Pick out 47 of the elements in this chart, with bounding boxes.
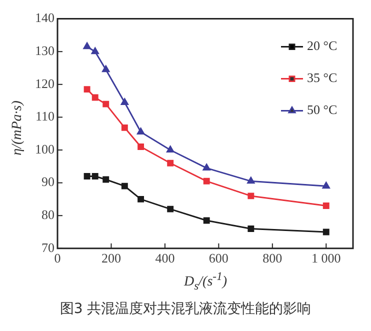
y-axis-title: η/(mPa·s) [10,100,26,158]
y-tick-label: 110 [35,108,54,124]
point [102,100,110,108]
point [120,98,128,105]
point [203,178,210,184]
y-tick-label: 130 [35,43,54,58]
point [138,196,144,202]
y-tick-label: 70 [42,240,54,255]
y-tick-label: 80 [42,207,54,222]
x-tick-label: 1 000 [312,250,341,266]
point [167,206,174,212]
point [102,65,110,72]
point [322,202,330,209]
point [248,225,254,232]
point [83,42,91,50]
point [121,124,128,131]
point [166,146,174,152]
point [84,86,90,93]
point [121,182,128,190]
x-tick-label: 400 [155,250,175,266]
point [167,160,174,166]
x-tick-label: 200 [101,250,121,266]
point [203,217,210,224]
point [102,176,110,183]
point [91,47,99,54]
x-tick-label: 600 [208,250,228,266]
point [322,182,330,189]
x-axis-title: D$_{s}$/(s$^{-1}$) [182,270,228,292]
point [202,164,210,171]
point [92,173,98,180]
x-tick-label: 0 [54,250,61,266]
y-tick-label: 100 [35,141,54,156]
caption: 图3 共混温度对共混乳液流变性能的影响 [58,300,312,318]
x-tick-label: 800 [262,250,282,266]
legend-label: 20 °C [307,38,338,54]
point [136,128,145,134]
point [248,192,254,200]
point [138,143,144,150]
y-tick-label: 140 [35,10,54,26]
point [247,176,255,184]
y-tick-label: 90 [42,174,54,190]
point [84,173,90,180]
legend-label: 35 °C [307,70,338,86]
point [322,228,330,236]
y-tick-label: 120 [35,76,54,91]
point [92,94,98,101]
legend-label: 50 °C [307,102,338,118]
